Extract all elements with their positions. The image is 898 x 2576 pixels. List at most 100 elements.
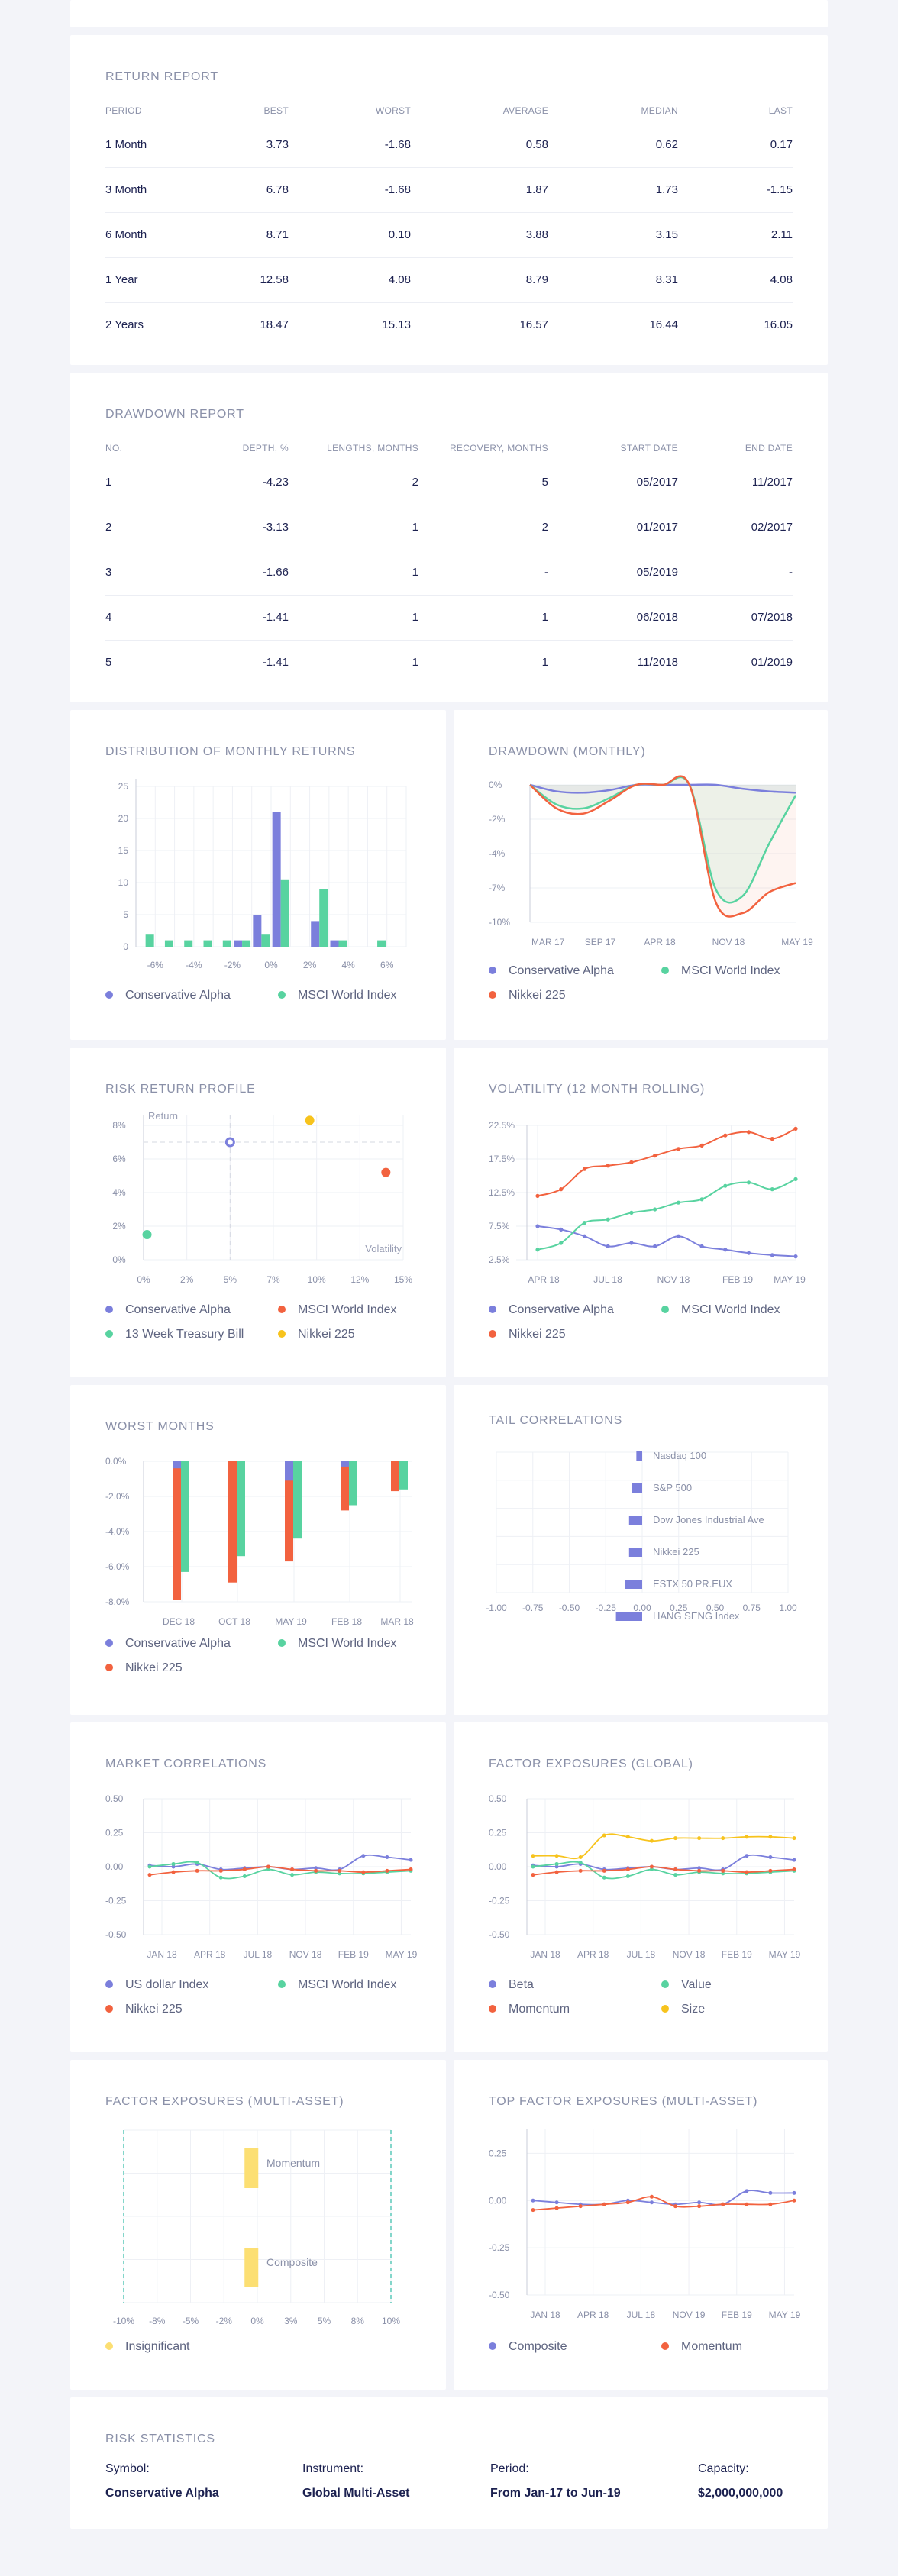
cell: 3 Month bbox=[105, 166, 197, 212]
cell: 01/2019 bbox=[678, 639, 793, 685]
tick-label: APR 18 bbox=[577, 2310, 609, 2320]
legend-label: Momentum bbox=[681, 2340, 743, 2353]
table-row: 6 Month 8.71 0.10 3.88 3.15 2.11 bbox=[105, 211, 793, 257]
cell: 4.08 bbox=[678, 257, 793, 302]
return-report-title: RETURN REPORT bbox=[105, 70, 218, 83]
series-point bbox=[218, 1875, 223, 1880]
correlation-bar bbox=[628, 1516, 642, 1525]
volatility-card: VOLATILITY (12 MONTH ROLLING) 2.5% 7.5% 12… bbox=[454, 1048, 828, 1377]
series-point bbox=[768, 1868, 773, 1873]
cell: 15.13 bbox=[289, 302, 411, 347]
series-point bbox=[770, 1137, 774, 1141]
card-title: RISK RETURN PROFILE bbox=[105, 1083, 256, 1096]
instrument-value: Global Multi-Asset bbox=[302, 2487, 410, 2500]
factor-global-chart: 0.50 0.25 0.00 -0.25 -0.50 JAN 18 APR 18 JUL 18… bbox=[489, 1793, 801, 1960]
series-point bbox=[697, 1868, 702, 1873]
legend-label: Momentum bbox=[509, 2003, 570, 2016]
legend-dot bbox=[105, 1663, 113, 1671]
drawdown-monthly-card: DRAWDOWN (MONTHLY) 0% -2% -4% -7% -10% MAR 17… bbox=[454, 710, 828, 1040]
series-line bbox=[532, 1866, 795, 1876]
col-header: AVERAGE bbox=[502, 105, 548, 116]
series-point bbox=[531, 1854, 535, 1858]
series-point bbox=[745, 1835, 749, 1839]
series-point bbox=[721, 2202, 725, 2206]
series-line bbox=[532, 1861, 795, 1880]
drawdown-report-table: NO. DEPTH, % LENGTHS, MONTHS RECOVERY, M… bbox=[105, 437, 793, 685]
cell: 1 bbox=[289, 639, 418, 685]
table-row: 2 Years 18.47 15.13 16.57 16.44 16.05 bbox=[105, 302, 793, 347]
series-point bbox=[554, 1861, 559, 1866]
series-point bbox=[266, 1867, 270, 1872]
tail-correlations-chart: -1.00 -0.75 -0.50 -0.25 0.00 0.25 0.50 0.75 1.00… bbox=[486, 1450, 797, 1622]
bar bbox=[173, 1461, 181, 1600]
series-point bbox=[578, 1861, 583, 1865]
card-title: VOLATILITY (12 MONTH ROLLING) bbox=[489, 1083, 706, 1096]
series-point bbox=[531, 2208, 535, 2213]
series-point bbox=[409, 1858, 413, 1862]
series-point bbox=[195, 1868, 199, 1873]
series-point bbox=[602, 1868, 606, 1873]
tick-label: 12% bbox=[350, 1274, 369, 1285]
series-point bbox=[554, 2206, 559, 2210]
tick-label: 0% bbox=[264, 960, 278, 970]
factor-global-card: FACTOR EXPOSURES (GLOBAL) 0.50 0.25 0.00 -0… bbox=[454, 1722, 828, 2052]
tick-label: MAY 19 bbox=[769, 1949, 801, 1960]
series-point bbox=[674, 1836, 678, 1841]
series-point bbox=[674, 1867, 678, 1872]
tick-label: 2% bbox=[180, 1274, 194, 1285]
tick-label: -0.25 bbox=[489, 2242, 510, 2253]
legend-item: Conservative Alpha bbox=[489, 1303, 614, 1317]
tick-label: OCT 18 bbox=[218, 1616, 250, 1627]
legend-label: MSCI World Index bbox=[298, 1303, 397, 1316]
tick-label: MAY 19 bbox=[781, 937, 813, 947]
series-point bbox=[171, 1864, 176, 1869]
bar bbox=[399, 1461, 408, 1490]
legend-label: Conservative Alpha bbox=[509, 964, 614, 977]
card-title: WORST MONTHS bbox=[105, 1420, 215, 1433]
cell: 3.88 bbox=[411, 211, 548, 257]
tick-label: -10% bbox=[489, 917, 510, 928]
legend-label: Nikkei 225 bbox=[509, 989, 566, 1002]
tick-label: 0% bbox=[250, 2316, 264, 2326]
tick-label: NOV 19 bbox=[673, 2310, 706, 2320]
tick-label: -8% bbox=[149, 2316, 166, 2326]
series-point bbox=[554, 1870, 559, 1874]
cell: 4 bbox=[105, 594, 182, 640]
legend-label: Insignificant bbox=[125, 2340, 190, 2353]
tick-label: JUL 18 bbox=[244, 1949, 273, 1960]
legend-dot bbox=[489, 1980, 496, 1988]
col-header: MEDIAN bbox=[641, 105, 678, 116]
legend-label: Conservative Alpha bbox=[509, 1303, 614, 1316]
cell: 16.05 bbox=[678, 302, 793, 347]
tick-label: -0.50 bbox=[489, 1929, 510, 1940]
legend-label: Nikkei 225 bbox=[509, 1328, 566, 1341]
tick-label: FEB 19 bbox=[722, 1949, 752, 1960]
legend-dot bbox=[278, 1638, 286, 1647]
tick-label: 2.5% bbox=[489, 1254, 510, 1265]
tick-label: 10% bbox=[382, 2316, 400, 2326]
series-point bbox=[792, 1836, 796, 1841]
bar bbox=[237, 1461, 245, 1557]
series-point bbox=[554, 2200, 559, 2205]
bar-msci-world bbox=[184, 940, 193, 947]
series-point bbox=[606, 1164, 610, 1168]
scatter-point bbox=[381, 1167, 391, 1177]
capacity-value: $2,000,000,000 bbox=[698, 2487, 783, 2500]
cell: 16.44 bbox=[548, 302, 678, 347]
bar-conservative-alpha bbox=[330, 940, 339, 947]
series-point bbox=[242, 1867, 247, 1872]
series-point bbox=[535, 1248, 540, 1252]
distribution-chart: 0 5 10 15 20 25 -6% -4% -2% 0% 2% 4% 6% bbox=[118, 779, 407, 970]
drawdown-report-title: DRAWDOWN REPORT bbox=[105, 408, 244, 421]
series-point bbox=[768, 2190, 773, 2195]
tick-label: 6% bbox=[380, 960, 394, 970]
series-point bbox=[535, 1224, 540, 1228]
series-point bbox=[697, 2200, 702, 2205]
series-point bbox=[745, 2189, 749, 2193]
tick-label: -4% bbox=[489, 848, 506, 859]
table-row: 1 -4.23 2 5 05/2017 11/2017 bbox=[105, 460, 793, 505]
cell: 1.73 bbox=[548, 166, 678, 212]
series-point bbox=[770, 1187, 774, 1192]
card-title: FACTOR EXPOSURES (GLOBAL) bbox=[489, 1758, 693, 1771]
series-point bbox=[699, 1197, 704, 1202]
